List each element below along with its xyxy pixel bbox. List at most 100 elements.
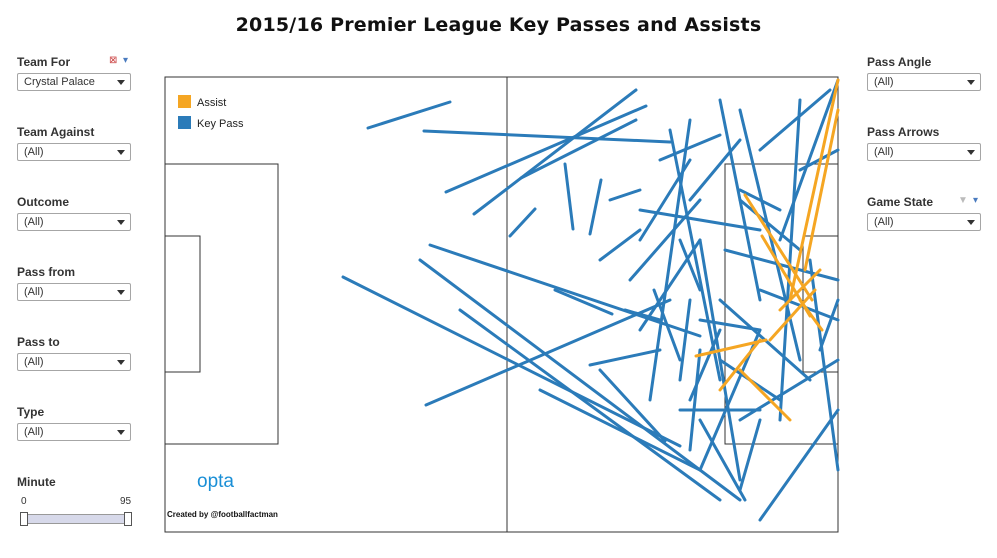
pass-to-select[interactable]: (All) bbox=[17, 353, 131, 371]
filter-pass-arrows: Pass Arrows (All) bbox=[867, 124, 985, 161]
key-pass-line bbox=[698, 418, 747, 502]
clear-filter-icon[interactable]: ⊠ bbox=[109, 55, 118, 66]
key-pass-line bbox=[638, 238, 702, 332]
key-pass-line bbox=[422, 129, 672, 144]
assist-line bbox=[798, 298, 824, 332]
key-pass-line bbox=[698, 318, 762, 332]
team-against-select[interactable]: (All) bbox=[17, 143, 131, 161]
key-pass-line bbox=[648, 118, 692, 402]
key-pass-line bbox=[588, 178, 603, 236]
key-pass-line bbox=[508, 207, 537, 238]
key-pass-line bbox=[623, 308, 662, 322]
select-value: (All) bbox=[24, 426, 44, 438]
key-pass-line bbox=[538, 388, 702, 472]
minute-slider-max-handle[interactable] bbox=[124, 512, 132, 526]
key-pass-line bbox=[444, 104, 648, 194]
assist-line bbox=[803, 108, 840, 272]
filter-pass-angle: Pass Angle (All) bbox=[867, 54, 985, 91]
opta-logo: opta bbox=[197, 471, 234, 492]
select-value: (All) bbox=[24, 216, 44, 228]
type-select[interactable]: (All) bbox=[17, 423, 131, 441]
key-pass-line bbox=[628, 198, 702, 282]
key-pass-line bbox=[678, 238, 702, 292]
minute-label: Minute bbox=[17, 475, 56, 489]
dropdown-menu-icon[interactable]: ▾ bbox=[973, 195, 979, 206]
assist-line bbox=[718, 338, 762, 392]
key-pass-line bbox=[658, 133, 722, 162]
filter-label: Team For bbox=[17, 55, 71, 69]
assist-line bbox=[694, 338, 768, 358]
key-pass-line bbox=[638, 208, 762, 232]
chevron-down-icon bbox=[967, 80, 975, 85]
chevron-down-icon bbox=[967, 220, 975, 225]
filter-game-state: Game State ▼ ▾ (All) bbox=[867, 194, 985, 231]
left-six-yard-box bbox=[164, 235, 201, 373]
team-for-select[interactable]: Crystal Palace bbox=[17, 73, 131, 91]
dropdown-menu-icon[interactable]: ▾ bbox=[123, 55, 129, 66]
filter-label: Pass Angle bbox=[867, 55, 932, 69]
assist-line bbox=[788, 78, 840, 302]
key-pass-line bbox=[798, 148, 840, 172]
key-pass-line bbox=[366, 100, 452, 130]
game-state-select[interactable]: (All) bbox=[867, 213, 981, 231]
key-pass-line bbox=[341, 275, 682, 448]
key-pass-line bbox=[418, 258, 742, 502]
select-value: (All) bbox=[874, 216, 894, 228]
select-value: (All) bbox=[874, 146, 894, 158]
pass-angle-select[interactable]: (All) bbox=[867, 73, 981, 91]
key-pass-line bbox=[598, 228, 642, 262]
key-pass-line bbox=[758, 408, 840, 522]
minute-max: 95 bbox=[120, 496, 132, 507]
filter-label: Team Against bbox=[17, 125, 95, 139]
legend-swatch-key-pass bbox=[178, 116, 191, 129]
select-value: (All) bbox=[24, 286, 44, 298]
chevron-down-icon bbox=[117, 80, 125, 85]
key-pass-line bbox=[608, 188, 642, 202]
outcome-select[interactable]: (All) bbox=[17, 213, 131, 231]
key-pass-line bbox=[738, 418, 762, 492]
key-pass-line bbox=[818, 298, 840, 352]
assist-line bbox=[768, 288, 817, 342]
key-pass-line bbox=[678, 298, 692, 382]
legend-label-assist: Assist bbox=[197, 97, 226, 109]
select-value: (All) bbox=[24, 356, 44, 368]
chevron-down-icon bbox=[967, 150, 975, 155]
key-pass-line bbox=[778, 98, 802, 422]
assist-line bbox=[778, 268, 822, 312]
key-pass-line bbox=[758, 288, 840, 322]
minute-min: 0 bbox=[21, 496, 27, 507]
key-pass-line bbox=[808, 258, 840, 472]
key-pass-line bbox=[428, 243, 702, 338]
key-pass-line bbox=[458, 308, 722, 502]
chevron-down-icon bbox=[117, 220, 125, 225]
pass-from-select[interactable]: (All) bbox=[17, 283, 131, 301]
dashboard-title: 2015/16 Premier League Key Passes and As… bbox=[235, 14, 762, 36]
filter-pass-from: Pass from (All) bbox=[17, 264, 135, 301]
key-pass-line bbox=[553, 288, 614, 316]
key-pass-line bbox=[778, 78, 840, 242]
filter-label: Pass Arrows bbox=[867, 125, 940, 139]
pass-lines bbox=[341, 78, 840, 522]
filter-label: Type bbox=[17, 405, 45, 419]
key-pass-line bbox=[758, 88, 832, 152]
legend-label-key-pass: Key Pass bbox=[197, 118, 244, 130]
key-pass-line bbox=[738, 198, 802, 252]
key-pass-line bbox=[652, 288, 682, 362]
select-value: Crystal Palace bbox=[24, 76, 95, 88]
filter-icon[interactable]: ▼ bbox=[958, 195, 968, 206]
minute-slider-min-handle[interactable] bbox=[20, 512, 28, 526]
filter-label: Game State bbox=[867, 195, 934, 209]
filter-label: Pass to bbox=[17, 335, 60, 349]
pass-arrows-select[interactable]: (All) bbox=[867, 143, 981, 161]
chevron-down-icon bbox=[117, 290, 125, 295]
filter-team-against: Team Against (All) bbox=[17, 124, 135, 161]
select-value: (All) bbox=[874, 76, 894, 88]
filter-team-for: Team For ⊠ ▾ Crystal Palace bbox=[17, 54, 135, 91]
legend-swatch-assist bbox=[178, 95, 191, 108]
key-pass-line bbox=[668, 128, 722, 382]
filter-outcome: Outcome (All) bbox=[17, 194, 135, 231]
key-pass-line bbox=[738, 188, 782, 212]
legend: Assist Key Pass bbox=[178, 95, 244, 130]
filter-type: Type (All) bbox=[17, 404, 135, 441]
